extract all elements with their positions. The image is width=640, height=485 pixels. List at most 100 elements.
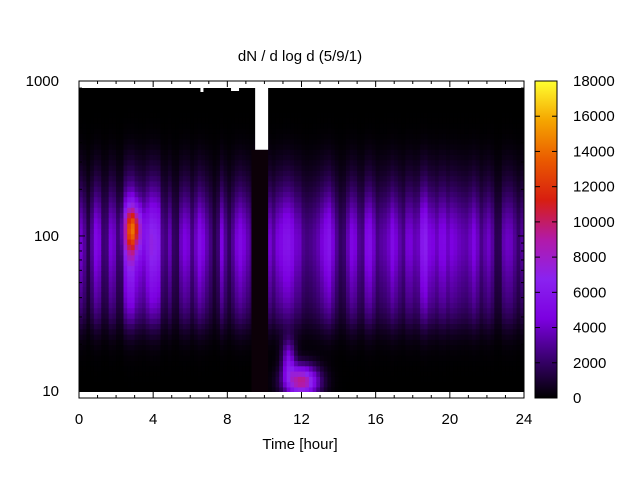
heatmap-cell [124, 192, 128, 198]
heatmap-cell [302, 245, 306, 251]
heatmap-cell [379, 171, 383, 177]
heatmap-cell [324, 377, 328, 383]
heatmap-cell [324, 139, 328, 145]
heatmap-cell [342, 113, 346, 119]
heatmap-cell [246, 97, 250, 103]
heatmap-cell [216, 329, 220, 335]
heatmap-cell [213, 134, 217, 140]
heatmap-cell [101, 171, 105, 177]
heatmap-cell [287, 203, 291, 209]
heatmap-cell [309, 356, 313, 362]
heatmap-cell [350, 292, 354, 298]
heatmap-cell [153, 234, 157, 240]
heatmap-cell [153, 208, 157, 214]
heatmap-cell [331, 224, 335, 230]
heatmap-cell [294, 208, 298, 214]
heatmap-cell [276, 203, 280, 209]
heatmap-cell [183, 350, 187, 356]
heatmap-cell [250, 144, 254, 150]
heatmap-cell [365, 245, 369, 251]
heatmap-cell [294, 335, 298, 341]
heatmap-cell [294, 213, 298, 219]
heatmap-cell [324, 366, 328, 372]
heatmap-cell [213, 203, 217, 209]
heatmap-cell [235, 229, 239, 235]
heatmap-cell [357, 203, 361, 209]
heatmap-cell [242, 181, 246, 187]
heatmap-cell [294, 350, 298, 356]
heatmap-cell [98, 245, 102, 251]
heatmap-cell [79, 181, 83, 187]
heatmap-cell [168, 255, 172, 261]
heatmap-cell [242, 276, 246, 282]
heatmap-cell [138, 213, 142, 219]
heatmap-cell [201, 245, 205, 251]
heatmap-cell [149, 229, 153, 235]
heatmap-cell [242, 356, 246, 362]
heatmap-cell [135, 166, 139, 172]
heatmap-cell [198, 319, 202, 325]
heatmap-cell [316, 224, 320, 230]
heatmap-cell [135, 144, 139, 150]
heatmap-cell [361, 224, 365, 230]
heatmap-cell [335, 144, 339, 150]
heatmap-cell [305, 129, 309, 135]
heatmap-cell [149, 350, 153, 356]
heatmap-cell [168, 144, 172, 150]
heatmap-cell [194, 303, 198, 309]
heatmap-cell [383, 176, 387, 182]
heatmap-cell [220, 308, 224, 314]
heatmap-cell [201, 92, 205, 98]
heatmap-cell [379, 118, 383, 124]
heatmap-cell [350, 271, 354, 277]
heatmap-cell [112, 377, 116, 383]
heatmap-cell [331, 276, 335, 282]
heatmap-cell [279, 361, 283, 367]
heatmap-cell [316, 160, 320, 166]
heatmap-cell [379, 166, 383, 172]
heatmap-cell [324, 335, 328, 341]
heatmap-cell [298, 234, 302, 240]
heatmap-cell [238, 382, 242, 388]
heatmap-cell [276, 97, 280, 103]
heatmap-cell [279, 335, 283, 341]
heatmap-cell [198, 107, 202, 113]
heatmap-cell [361, 139, 365, 145]
heatmap-cell [205, 350, 209, 356]
heatmap-cell [101, 250, 105, 256]
heatmap-cell [283, 329, 287, 335]
heatmap-cell [220, 382, 224, 388]
heatmap-cell [346, 292, 350, 298]
heatmap-cell [309, 292, 313, 298]
heatmap-cell [153, 287, 157, 293]
heatmap-cell [372, 345, 376, 351]
heatmap-cell [194, 150, 198, 156]
heatmap-cell [350, 240, 354, 246]
heatmap-cell [116, 261, 120, 267]
heatmap-cell [153, 123, 157, 129]
heatmap-cell [216, 234, 220, 240]
heatmap-cell [290, 366, 294, 372]
heatmap-cell [201, 308, 205, 314]
heatmap-cell [235, 340, 239, 346]
heatmap-cell [198, 123, 202, 129]
heatmap-cell [205, 372, 209, 378]
heatmap-cell [235, 181, 239, 187]
heatmap-cell [209, 129, 213, 135]
heatmap-cell [138, 208, 142, 214]
heatmap-cell [131, 155, 135, 161]
heatmap-cell [298, 361, 302, 367]
heatmap-cell [183, 382, 187, 388]
heatmap-cell [157, 197, 161, 203]
heatmap-cell [372, 292, 376, 298]
heatmap-cell [127, 271, 131, 277]
heatmap-cell [175, 261, 179, 267]
heatmap-cell [368, 287, 372, 293]
heatmap-cell [157, 372, 161, 378]
heatmap-cell [357, 102, 361, 108]
heatmap-cell [90, 107, 94, 113]
heatmap-cell [331, 92, 335, 98]
heatmap-cell [183, 213, 187, 219]
heatmap-cell [124, 97, 128, 103]
heatmap-cell [231, 166, 235, 172]
